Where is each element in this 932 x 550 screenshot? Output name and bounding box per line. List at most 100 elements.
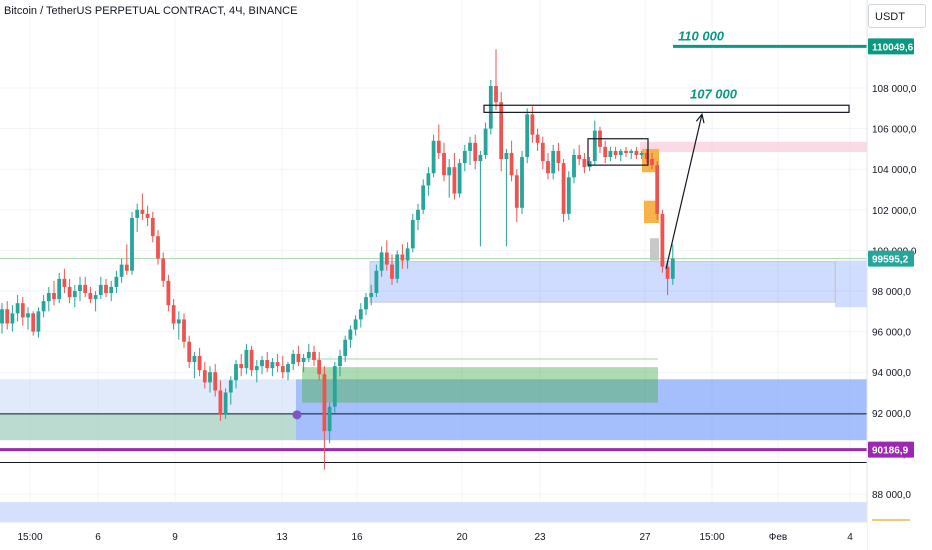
price-label-text: 90186,9 xyxy=(872,446,909,457)
candle xyxy=(192,351,197,379)
candle xyxy=(582,152,587,174)
candle-body xyxy=(202,370,207,383)
candle xyxy=(665,260,670,296)
candle-body xyxy=(608,150,613,158)
candle xyxy=(208,366,212,393)
candle xyxy=(72,284,77,308)
candle xyxy=(171,299,176,330)
candle-body xyxy=(348,329,353,340)
candle xyxy=(176,311,181,340)
candle xyxy=(499,92,504,172)
candle xyxy=(254,360,259,383)
gap-box xyxy=(650,238,659,261)
candle-body xyxy=(244,349,249,369)
candle xyxy=(145,205,150,227)
candle-body xyxy=(546,161,550,174)
candle xyxy=(291,349,296,371)
candle-body xyxy=(468,142,472,151)
candle xyxy=(0,303,4,334)
green-zone-left xyxy=(0,413,296,441)
sweep-marker[interactable] xyxy=(292,410,302,420)
candle-body xyxy=(421,185,426,210)
candle-body xyxy=(655,165,660,214)
time-axis-bg xyxy=(0,522,867,550)
candle-body xyxy=(540,142,545,162)
candle xyxy=(228,376,233,405)
candle-body xyxy=(182,319,186,342)
candle-body xyxy=(374,270,379,294)
candle xyxy=(124,244,129,275)
candle-body xyxy=(5,309,10,324)
candle-body xyxy=(306,351,311,358)
candle-body xyxy=(26,313,30,318)
candle xyxy=(62,268,67,294)
demand-zone-extension xyxy=(835,260,867,308)
candle-body xyxy=(228,380,233,393)
blue-zone-right xyxy=(296,379,867,441)
candle-body xyxy=(639,152,644,155)
projection-arrow xyxy=(665,114,703,269)
candle xyxy=(239,353,244,377)
candle-body xyxy=(561,163,566,214)
candle-body xyxy=(618,150,623,155)
candle-body xyxy=(390,264,394,279)
candle xyxy=(618,148,623,162)
candle-body xyxy=(629,150,634,153)
projection-arrowhead xyxy=(695,112,705,124)
candle-body xyxy=(431,140,436,174)
candle-body xyxy=(280,366,285,373)
candle xyxy=(535,128,540,151)
price-label-text: 110049,6 xyxy=(872,42,914,53)
candle xyxy=(629,148,634,160)
candle xyxy=(452,152,457,200)
candle xyxy=(249,345,254,377)
candle xyxy=(286,362,290,381)
candle-body xyxy=(442,152,446,176)
candle-body xyxy=(473,142,478,162)
chart-title: Bitcoin / TetherUS PERPETUAL CONTRACT, 4… xyxy=(4,5,298,17)
candle-body xyxy=(327,406,332,432)
candle xyxy=(540,136,545,170)
candle-body xyxy=(416,209,420,220)
candle xyxy=(322,366,327,470)
candle-body xyxy=(488,85,493,129)
resistance-box xyxy=(483,104,850,113)
candle xyxy=(462,144,467,172)
candle-body xyxy=(41,301,46,312)
candle-body xyxy=(384,252,389,265)
candle xyxy=(655,161,660,220)
candle-body xyxy=(535,134,540,143)
candle-body xyxy=(249,349,254,371)
candle-body xyxy=(312,351,316,361)
candle xyxy=(566,171,571,220)
candle xyxy=(369,284,374,306)
candle xyxy=(639,150,644,160)
candle xyxy=(374,264,379,298)
candle-body xyxy=(530,114,535,135)
candle xyxy=(218,380,223,421)
candle-body xyxy=(171,305,176,324)
lower-blue-band xyxy=(0,502,867,523)
fvg-box-2 xyxy=(644,200,659,223)
candle-body xyxy=(78,284,82,291)
candle xyxy=(525,108,530,164)
candle xyxy=(280,355,285,379)
candle xyxy=(338,349,342,377)
candle-body xyxy=(644,152,649,160)
candle-body xyxy=(109,286,114,294)
candle-body xyxy=(332,366,337,407)
candle xyxy=(384,240,389,271)
currency-selector[interactable]: USDT xyxy=(868,4,926,28)
candle xyxy=(468,136,472,166)
candle-body xyxy=(275,362,280,367)
candle xyxy=(109,280,114,302)
candle xyxy=(509,140,514,182)
candle-body xyxy=(67,286,72,298)
candle xyxy=(530,106,535,143)
candle xyxy=(301,353,306,373)
candle xyxy=(197,347,202,377)
blue-zone-left xyxy=(0,379,867,441)
candle-body xyxy=(358,309,363,320)
candle-body xyxy=(483,128,488,155)
